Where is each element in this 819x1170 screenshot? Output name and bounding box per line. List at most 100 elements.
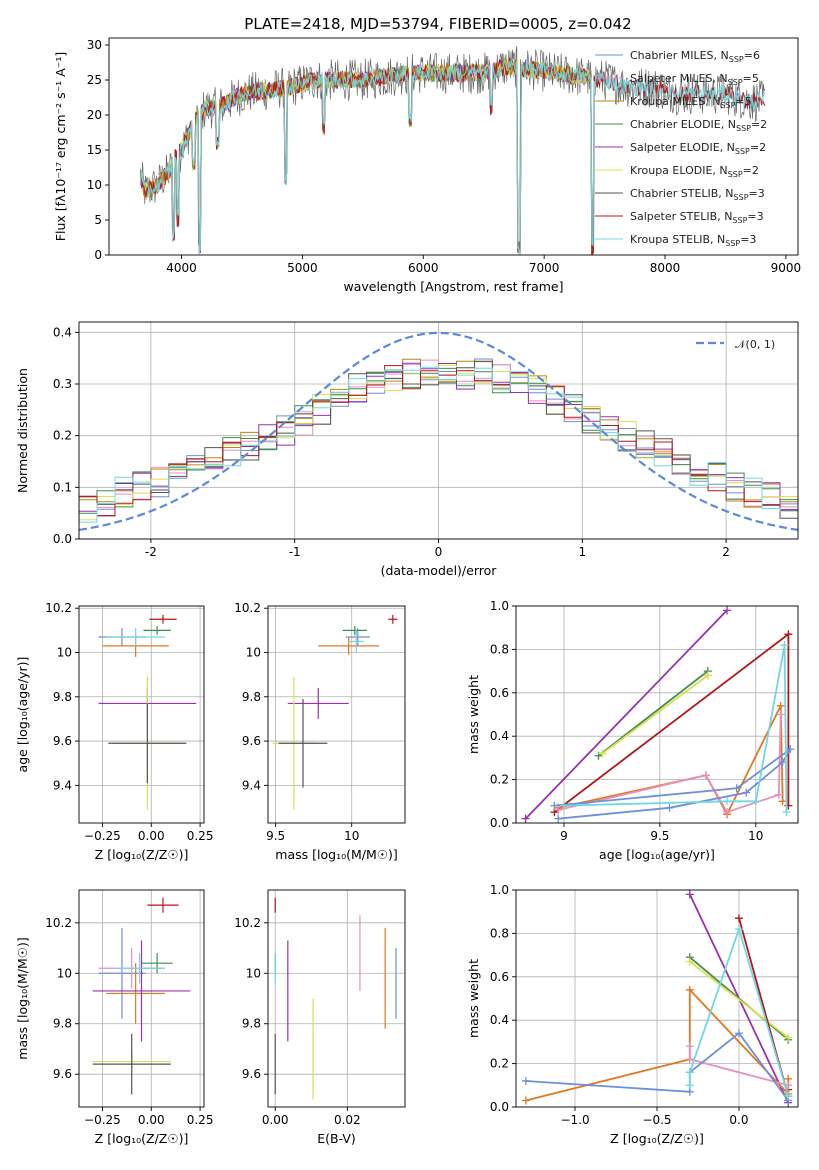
mass_vs_Z-point xyxy=(141,953,173,974)
spectrum-ytick-label: 10 xyxy=(87,178,102,192)
spectrum-xtick-label: 6000 xyxy=(408,261,439,275)
spectrum-legend-tail: =2 xyxy=(750,141,766,154)
age_vs_mass-point xyxy=(278,699,328,788)
mass_vs_ebv-xlabel: E(B-V) xyxy=(317,1131,356,1146)
mass_vs_Z-point xyxy=(106,963,165,1024)
massweight_vs_age-ytick-label: 0.8 xyxy=(490,642,509,656)
spectrum-legend-sub: SSP xyxy=(729,55,744,64)
spectrum-legend-entry: Salpeter STELIB, NSSP=3 xyxy=(630,210,764,225)
massweight_vs_age-series-marker xyxy=(723,797,732,806)
massweight_vs_age-ytick-label: 0.0 xyxy=(490,816,509,830)
massweight_vs_Z-series-marker xyxy=(521,1096,530,1105)
spectrum-legend-text: Salpeter MILES, N xyxy=(630,72,728,85)
massweight_vs_age-series-marker xyxy=(732,784,741,793)
spectrum-legend-tail: =5 xyxy=(735,95,751,108)
age_vs_Z-point xyxy=(143,625,171,635)
massweight_vs_age-series-marker xyxy=(774,790,783,799)
spectrum-ytick-label: 30 xyxy=(87,38,102,52)
massweight_vs_Z-series-marker xyxy=(734,925,743,934)
mass_vs_Z-xtick-label: 0.25 xyxy=(187,1113,214,1127)
age_vs_mass-axes: 9.5 10 9.4 9.6 9.8 10 10.2 mass [log₁₀(M/M☉)] xyxy=(234,601,405,862)
spectrum-legend-entry: Chabrier STELIB, NSSP=3 xyxy=(630,187,765,202)
age_vs_mass-point xyxy=(348,630,364,653)
massweight_vs_Z-series-marker xyxy=(685,890,694,899)
spectrum-xtick-label: 7000 xyxy=(529,261,560,275)
residuals-legend-label: 𝒩(0, 1) xyxy=(735,338,775,351)
massweight_vs_age-xtick-label: 9.5 xyxy=(650,829,669,843)
residuals-histogram-step xyxy=(79,366,798,539)
mass_vs_Z-point xyxy=(147,897,179,913)
spectrum-ytick-label: 5 xyxy=(94,213,102,227)
spectrum-legend-text: Kroupa STELIB, N xyxy=(630,233,725,246)
massweight_vs_age-xtick-label: 10 xyxy=(748,829,763,843)
age_vs_mass-ytick-label: 9.8 xyxy=(242,690,261,704)
age_vs_Z-ytick-label: 9.4 xyxy=(53,778,72,792)
age_vs_Z-point xyxy=(108,703,187,784)
massweight_vs_age-series-marker xyxy=(776,701,785,710)
spectrum-legend-entry: Chabrier MILES, NSSP=6 xyxy=(630,49,760,64)
spectrum-legend-text: Chabrier MILES, N xyxy=(630,49,729,62)
spectrum-xtick-label: 5000 xyxy=(287,261,318,275)
residuals-ytick-label: 0.2 xyxy=(53,429,72,443)
age_vs_mass-point xyxy=(287,687,349,719)
age_vs_mass-point xyxy=(388,614,398,624)
age_vs_Z-xlabel: Z [log₁₀(Z/Z☉)] xyxy=(95,847,189,862)
age_vs_Z-point xyxy=(106,628,165,646)
massweight_vs_Z-series xyxy=(521,890,793,1107)
age_vs_mass-points xyxy=(272,614,398,810)
spectrum-legend-sub: SSP xyxy=(728,78,743,87)
massweight_vs_age-ytick-label: 0.4 xyxy=(490,729,509,743)
massweight_vs_Z-series-marker xyxy=(685,1068,694,1077)
massweight_vs_age-series-marker xyxy=(554,805,563,814)
spectrum-legend-sub: SSP xyxy=(728,170,743,179)
spectrum-frame xyxy=(108,37,799,256)
age_vs_Z-ytick-label: 9.8 xyxy=(53,690,72,704)
massweight_vs_age-series-marker xyxy=(784,630,793,639)
mass_vs_Z-xtick-label: −0.25 xyxy=(84,1113,121,1127)
massweight_vs_age-series-line xyxy=(558,705,784,817)
age_vs_Z-ytick-label: 10.2 xyxy=(45,601,72,615)
massweight_vs_Z-frame xyxy=(515,889,799,1108)
spectrum-legend-entry: Kroupa ELODIE, NSSP=2 xyxy=(630,164,759,179)
age_vs_Z-xtick-label: 0.00 xyxy=(138,829,165,843)
residuals-ytick-label: 0.3 xyxy=(53,377,72,391)
massweight_vs_age-series-marker xyxy=(554,814,563,823)
massweight_vs_Z-series-marker xyxy=(734,914,743,923)
massweight_vs_age-series-marker xyxy=(665,803,674,812)
massweight_vs_age-xtick-label: 9 xyxy=(560,829,568,843)
mass_vs_ebv-ytick-label: 9.6 xyxy=(242,1067,261,1081)
age_vs_mass-xlabel: mass [log₁₀(M/M☉)] xyxy=(275,847,397,862)
spectrum-ytick-label: 25 xyxy=(87,73,102,87)
massweight_vs_age-frame xyxy=(515,605,799,824)
spectrum-legend-text: Chabrier ELODIE, N xyxy=(630,118,736,131)
spectrum-xtick-label: 9000 xyxy=(771,261,802,275)
spectrum-legend-sub: SSP xyxy=(734,193,749,202)
mass_vs_Z-ytick-label: 10.2 xyxy=(45,916,72,930)
age_vs_Z-axes: −0.25 0.00 0.25 9.4 9.6 9.8 10 10.2 Z [log₁₀(Z/Z… xyxy=(15,601,213,862)
spectrum-legend-text: Kroupa ELODIE, N xyxy=(630,164,728,177)
mass_vs_Z-point xyxy=(92,1033,171,1095)
spectrum-legend-entry: Salpeter MILES, NSSP=5 xyxy=(630,72,759,87)
mass_vs_Z-point xyxy=(98,927,146,1019)
massweight_vs_age-series-marker xyxy=(782,808,791,817)
spectrum-legend-sub: SSP xyxy=(725,239,740,248)
residuals-ytick-label: 0.4 xyxy=(53,325,72,339)
spectrum-legend-entry: Salpeter ELODIE, NSSP=2 xyxy=(630,141,766,156)
massweight_vs_age-series-line xyxy=(597,670,709,757)
age_vs_mass-xtick-label: 10 xyxy=(344,829,359,843)
massweight_vs_age-series-marker xyxy=(598,749,607,758)
mass_vs_Z-ytick-label: 9.6 xyxy=(53,1067,72,1081)
figure-title: PLATE=2418, MJD=53794, FIBERID=0005, z=0… xyxy=(244,15,631,33)
mass_vs_Z-xlabel: Z [log₁₀(Z/Z☉)] xyxy=(95,1131,189,1146)
residuals-gaussian-curve xyxy=(79,331,798,531)
massweight_vs_Z-xlabel: Z [log₁₀(Z/Z☉)] xyxy=(610,1131,704,1146)
mass_vs_Z-ylabel: mass [log₁₀(M/M☉)] xyxy=(15,937,30,1059)
age_vs_mass-ytick-label: 10.2 xyxy=(234,601,261,615)
spectrum-xtick-label: 8000 xyxy=(650,261,681,275)
age_vs_mass-frame xyxy=(267,605,406,824)
age_vs_Z-xtick-label: 0.25 xyxy=(187,829,214,843)
spectrum-lines xyxy=(139,46,766,255)
massweight_vs_age-series-marker xyxy=(776,710,785,719)
massweight_vs_Z-ytick-label: 0.6 xyxy=(490,970,509,984)
